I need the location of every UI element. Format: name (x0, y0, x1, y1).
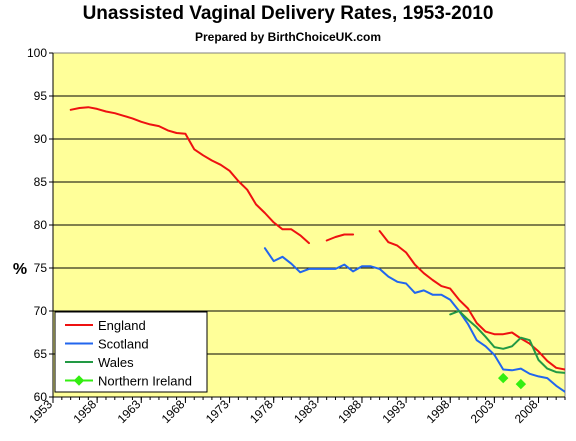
chart-subtitle: Prepared by BirthChoiceUK.com (194, 30, 382, 44)
x-tick-label: 1978 (247, 397, 276, 426)
legend-label: Wales (98, 355, 134, 370)
x-tick-label: 1983 (291, 397, 320, 426)
x-tick-label: 1963 (115, 397, 144, 426)
x-tick-label: 1998 (424, 397, 453, 426)
series-clip-group (69, 106, 565, 393)
x-tick-label: 2008 (512, 397, 541, 426)
y-tick-label: 80 (34, 218, 48, 232)
x-tick-label: 1988 (335, 397, 364, 426)
series-northern-ireland (497, 372, 527, 390)
x-tick-label: 2003 (468, 397, 497, 426)
y-tick-label: 60 (34, 390, 48, 404)
series-line (263, 247, 565, 393)
y-tick-label: 100 (27, 46, 47, 60)
y-tick-label: 85 (34, 175, 48, 189)
legend-label: England (98, 318, 146, 333)
series-layer (69, 106, 565, 393)
series-scotland (263, 247, 565, 393)
x-tick-label: 1993 (379, 397, 408, 426)
data-point (515, 378, 527, 390)
y-tick-label: 75 (34, 261, 48, 275)
chart-title: Unassisted Vaginal Delivery Rates, 1953-… (82, 3, 494, 24)
y-tick-label: 70 (34, 304, 48, 318)
x-tick-label: 1958 (70, 397, 99, 426)
series-wales (449, 310, 565, 375)
series-line (378, 230, 565, 371)
x-tick-label: 1968 (159, 397, 188, 426)
y-axis-label: % (13, 261, 27, 278)
legend-label: Northern Ireland (98, 374, 192, 389)
legend-label: Scotland (98, 337, 149, 352)
data-point (497, 372, 509, 384)
legend-marker (73, 375, 85, 386)
y-tick-label: 95 (34, 89, 48, 103)
series-line (325, 233, 355, 242)
legend: England Scotland Wales Northern Ireland (54, 311, 208, 393)
series-england (69, 106, 565, 371)
series-line (69, 106, 310, 245)
y-tick-label: 90 (34, 132, 48, 146)
x-tick-label: 1953 (26, 397, 55, 426)
x-tick-label: 1973 (203, 397, 232, 426)
y-tick-label: 65 (34, 347, 48, 361)
series-line (449, 310, 565, 375)
